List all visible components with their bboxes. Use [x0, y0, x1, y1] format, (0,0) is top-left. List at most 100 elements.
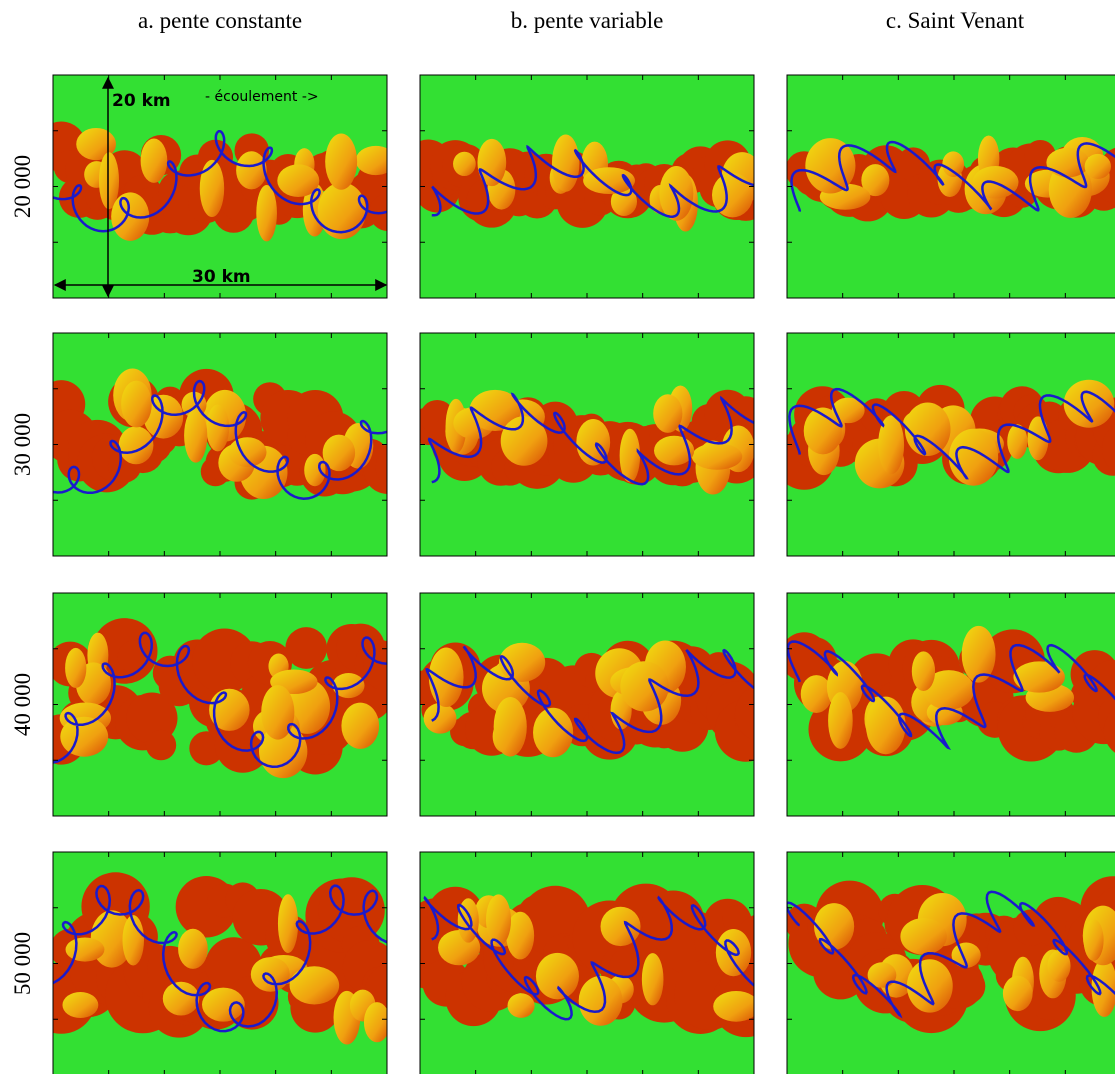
plume-crest	[493, 697, 527, 757]
plume	[1102, 424, 1115, 473]
plume-crest	[277, 164, 320, 197]
plume-crest	[961, 625, 996, 683]
plume-crest	[861, 164, 890, 197]
panel-image	[787, 333, 1115, 556]
plume-crest	[428, 647, 464, 708]
plume-crest	[713, 991, 754, 1022]
plume-crest	[600, 906, 641, 947]
scale-annotation: 20 km - écoulement -> 30 km	[53, 76, 388, 298]
plume-crest	[831, 397, 865, 424]
plume-crest	[805, 138, 856, 194]
plume-crest	[322, 434, 356, 472]
plume-crest	[507, 993, 535, 1018]
plume-crest	[1027, 416, 1049, 461]
plume	[734, 686, 754, 741]
width-label: 30 km	[192, 267, 251, 287]
interface-line	[431, 144, 754, 218]
plume	[285, 627, 328, 669]
plume-crest	[199, 159, 225, 218]
plume-crest	[533, 707, 574, 758]
plume-crest	[1007, 424, 1028, 459]
interface-line	[790, 140, 1115, 212]
plume	[1110, 182, 1115, 209]
interface-line	[787, 640, 1115, 751]
plume-crest	[453, 151, 476, 177]
plume-crest	[60, 716, 109, 757]
plume-crest	[332, 672, 365, 699]
plume-crest	[1013, 661, 1065, 693]
plume-crest	[477, 138, 507, 187]
plume-crest	[923, 670, 975, 710]
plume-crest	[1083, 919, 1104, 961]
plume-crest	[202, 987, 245, 1022]
plume-crest	[906, 959, 953, 1013]
plume-crest	[469, 389, 521, 432]
interface-line	[425, 645, 754, 755]
plume	[379, 182, 387, 210]
plume-crest	[659, 165, 694, 221]
column-title: b. pente variable	[511, 8, 664, 33]
plume-crest	[900, 917, 947, 955]
height-label: 20 km	[112, 91, 171, 111]
plume-crest	[65, 937, 105, 962]
panel-image	[53, 852, 387, 1074]
interface-line	[53, 884, 387, 1033]
plume	[1103, 708, 1115, 753]
plume	[189, 731, 224, 766]
plume-crest	[1047, 949, 1071, 982]
interface-line	[427, 392, 754, 486]
plume-crest	[184, 408, 208, 463]
interface-line	[53, 631, 387, 768]
panel-image	[420, 593, 754, 816]
row-label: 30 000	[10, 413, 35, 476]
plume-crest	[711, 172, 754, 218]
flow-label: - écoulement ->	[205, 89, 319, 105]
panel-image	[53, 75, 387, 298]
plume-crest	[803, 407, 843, 455]
plume-crest	[865, 696, 906, 755]
panel-image	[787, 593, 1115, 816]
column-title: a. pente constante	[138, 8, 302, 33]
plume-crest	[942, 151, 965, 178]
panel	[419, 851, 755, 1074]
row-label: 40 000	[10, 673, 35, 736]
plume	[363, 642, 387, 692]
row-label: 20 000	[10, 155, 35, 218]
plume-crest	[878, 415, 905, 475]
interface-line	[788, 387, 1115, 480]
plume	[145, 729, 177, 761]
plume-crest	[178, 928, 208, 969]
plume-crest	[341, 702, 380, 749]
plume-crest	[578, 975, 623, 1026]
panel-image	[53, 593, 387, 816]
plume-crest	[118, 426, 154, 465]
plume-crest	[691, 443, 743, 470]
plume-crest	[535, 952, 579, 1000]
plume-crest	[653, 394, 683, 433]
plume-crest	[317, 182, 367, 240]
interface-line	[787, 890, 1115, 1019]
plume-crest	[828, 692, 853, 749]
plume-crest	[65, 647, 87, 688]
plume-crest	[814, 903, 855, 950]
plume-crest	[498, 642, 546, 682]
panel	[52, 851, 388, 1074]
plume-crest	[641, 953, 664, 1006]
panel-image	[420, 75, 754, 298]
plume-crest	[583, 167, 635, 194]
panel	[786, 851, 1115, 1074]
panel	[419, 592, 755, 817]
panel	[786, 74, 1115, 299]
plume-crest	[289, 966, 340, 1005]
panel-image	[53, 333, 387, 556]
plume-crest	[256, 184, 277, 242]
panel-image	[787, 75, 1115, 298]
plume-crest	[261, 685, 295, 740]
panel	[786, 592, 1115, 817]
plume	[949, 968, 986, 1004]
plume-crest	[485, 894, 512, 946]
plume-crest	[904, 402, 951, 457]
plume-crest	[715, 928, 752, 977]
plume-crest	[1084, 153, 1111, 180]
